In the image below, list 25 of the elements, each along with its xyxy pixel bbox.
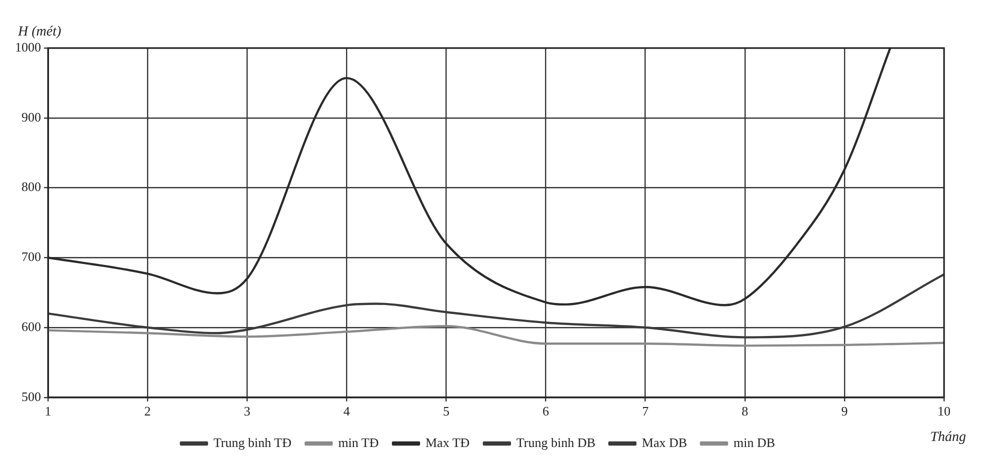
x-tick-label: 9 (841, 404, 848, 419)
legend-label: Max DB (642, 434, 688, 450)
y-axis-title: H (mét) (17, 24, 62, 40)
legend-label: Max TĐ (425, 434, 470, 450)
legend-label: min TĐ (338, 434, 379, 450)
legend-label: Trung binh DB (516, 434, 596, 450)
y-tick-label: 900 (22, 109, 41, 124)
x-axis-title: Tháng (930, 430, 966, 446)
x-tick-label: 2 (144, 404, 151, 419)
y-tick-label: 1000 (15, 39, 41, 54)
legend-label: Trung binh TĐ (213, 434, 292, 450)
x-tick-label: 7 (642, 404, 650, 419)
y-tick-label: 600 (22, 318, 41, 334)
y-tick-label: 700 (22, 249, 41, 264)
x-tick-label: 5 (442, 404, 450, 419)
line-series (48, 325, 944, 347)
x-tick-label: 4 (343, 404, 350, 419)
x-tick-label: 8 (742, 404, 748, 419)
x-tick-label: 6 (542, 404, 550, 419)
x-tick-label: 1 (44, 404, 52, 419)
y-tick-label: 800 (22, 179, 41, 194)
x-tick-label: 10 (938, 404, 950, 419)
y-tick-label: 500 (22, 388, 41, 404)
x-tick-label: 3 (244, 404, 250, 419)
legend-label: min DB (734, 434, 776, 450)
